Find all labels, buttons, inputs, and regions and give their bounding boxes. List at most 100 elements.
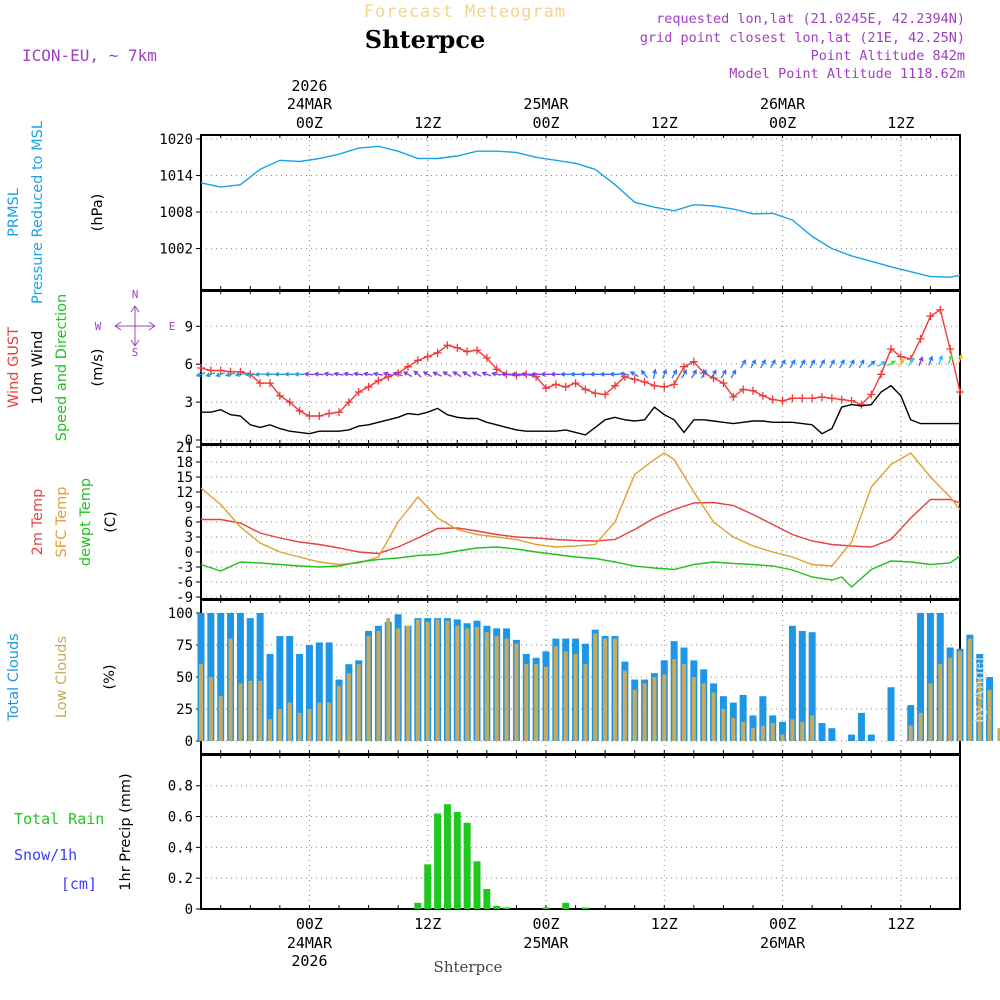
compass-s: S bbox=[132, 346, 139, 359]
rain-bar bbox=[453, 811, 461, 909]
y-axis-label: SFC Temp bbox=[54, 487, 70, 558]
wind-arrow bbox=[303, 371, 314, 377]
low-cloud-bar bbox=[790, 719, 795, 741]
total-cloud-bar bbox=[236, 613, 244, 741]
low-cloud-bar bbox=[356, 664, 361, 741]
low-cloud-bar bbox=[701, 683, 706, 741]
wind-arrow bbox=[760, 359, 766, 369]
rain-bar bbox=[463, 822, 471, 909]
panel-frame bbox=[200, 754, 961, 910]
gust-point bbox=[581, 385, 590, 394]
wind-arrow bbox=[897, 358, 905, 367]
y-tick-label: -9 bbox=[176, 590, 193, 606]
y-axis-label: PRMSL bbox=[6, 188, 22, 237]
y-tick-label: 3 bbox=[185, 395, 193, 411]
gust-point bbox=[896, 352, 905, 361]
wind-arrow bbox=[750, 359, 756, 369]
total-cloud-bar bbox=[818, 723, 826, 741]
total-cloud-bar bbox=[907, 705, 915, 741]
gust-point bbox=[364, 382, 373, 391]
wind-arrow bbox=[848, 359, 855, 369]
low-cloud-bar bbox=[317, 702, 322, 741]
total-cloud-bar bbox=[808, 632, 816, 741]
top-date-label: 25MAR bbox=[523, 95, 569, 113]
series-line-2m-temp bbox=[201, 498, 961, 555]
series-line-10m-wind bbox=[201, 384, 960, 436]
wind-arrow bbox=[540, 371, 551, 377]
wind-arrow bbox=[819, 359, 825, 369]
low-cloud-bar bbox=[524, 664, 529, 741]
y-axis-label: Low Clouds bbox=[54, 636, 70, 718]
gust-point bbox=[630, 375, 639, 384]
y-tick-label: 3 bbox=[185, 530, 193, 546]
gust-point bbox=[946, 345, 955, 354]
gust-point bbox=[571, 379, 580, 388]
gust-point bbox=[689, 357, 698, 366]
gridpoint-coords: grid point closest lon,lat (21E, 42.25N) bbox=[640, 30, 965, 46]
total-cloud-bar bbox=[759, 696, 767, 741]
low-cloud-bar bbox=[691, 677, 696, 741]
gust-point bbox=[404, 362, 412, 371]
gust-point bbox=[492, 365, 501, 374]
y-tick-label: 25 bbox=[176, 702, 193, 718]
wind-arrow bbox=[652, 368, 658, 379]
gust-point bbox=[473, 346, 481, 355]
wind-arrow bbox=[681, 369, 687, 379]
low-cloud-bar bbox=[721, 709, 726, 741]
bottom-time-label: 00Z bbox=[532, 915, 559, 933]
low-cloud-bar bbox=[967, 638, 972, 741]
gust-point bbox=[463, 347, 472, 356]
y-tick-label: 1002 bbox=[159, 242, 193, 258]
wind-arrow bbox=[432, 371, 442, 377]
wind-arrow bbox=[779, 359, 786, 369]
total-cloud-bar bbox=[926, 613, 934, 741]
wind-arrow bbox=[313, 371, 324, 377]
low-cloud-bar bbox=[770, 723, 775, 741]
wind-arrow bbox=[858, 359, 865, 369]
y-axis-label: Speed and Direction bbox=[54, 294, 70, 441]
precip-legend-label: [cm] bbox=[61, 875, 97, 893]
gust-point bbox=[857, 400, 866, 409]
y-axis-label: Pressure Reduced to MSL bbox=[30, 121, 46, 304]
y-axis-label: dewpt Temp bbox=[78, 478, 94, 566]
y-axis-label: (hPa) bbox=[90, 194, 106, 231]
low-cloud-bar bbox=[445, 620, 450, 741]
wind-arrow bbox=[789, 359, 796, 369]
wind-arrow bbox=[283, 371, 295, 377]
top-date-label: 26MAR bbox=[760, 95, 806, 113]
series-line-sfc-temp bbox=[200, 452, 961, 567]
total-cloud-bar bbox=[848, 734, 856, 741]
wind-arrow bbox=[829, 359, 835, 369]
gust-point bbox=[660, 382, 669, 391]
wind-arrow bbox=[510, 371, 521, 377]
wind-arrow bbox=[886, 360, 897, 367]
top-time-label: 00Z bbox=[532, 114, 559, 132]
gust-point bbox=[551, 380, 560, 389]
gust-point bbox=[335, 408, 343, 417]
low-cloud-bar bbox=[711, 692, 716, 741]
total-cloud-bar bbox=[788, 625, 796, 741]
low-cloud-bar bbox=[622, 670, 627, 741]
y-tick-label: 0 bbox=[185, 433, 193, 449]
low-cloud-bar bbox=[760, 725, 765, 741]
y-axis-label: (C) bbox=[103, 511, 119, 532]
gust-point bbox=[798, 394, 807, 403]
total-cloud-bar bbox=[917, 613, 925, 741]
gust-point bbox=[719, 379, 728, 388]
wind-arrow bbox=[215, 372, 226, 378]
gust-point bbox=[344, 398, 353, 407]
wind-arrow bbox=[500, 371, 512, 377]
wind-arrow bbox=[293, 371, 305, 377]
gust-point bbox=[768, 395, 777, 404]
low-cloud-bar bbox=[376, 630, 381, 741]
gust-point bbox=[837, 395, 846, 404]
wind-arrow bbox=[838, 359, 845, 369]
gust-point bbox=[325, 409, 334, 418]
rain-bar bbox=[493, 905, 501, 909]
model-altitude: Model Point Altitude 1118.62m bbox=[729, 66, 965, 82]
total-cloud-bar bbox=[305, 645, 313, 741]
gust-point bbox=[275, 391, 284, 400]
low-cloud-bar bbox=[435, 619, 440, 741]
bottom-time-label: 00Z bbox=[296, 915, 323, 933]
